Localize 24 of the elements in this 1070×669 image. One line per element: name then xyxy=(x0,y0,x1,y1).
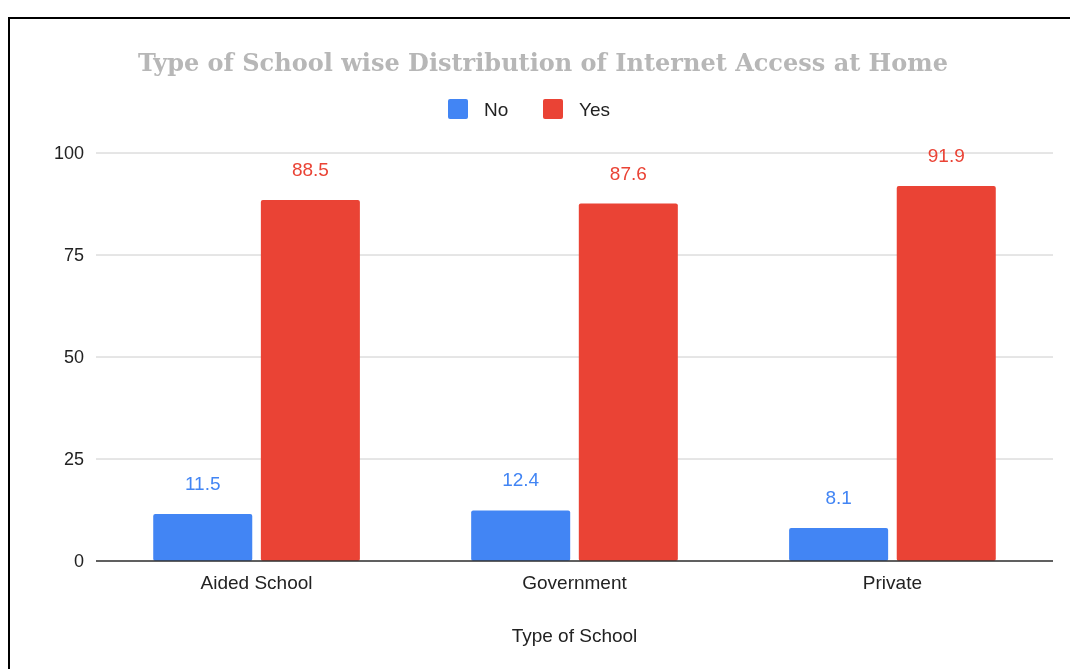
chart-title: Type of School wise Distribution of Internet Access at Home xyxy=(138,48,948,77)
y-tick-label: 0 xyxy=(73,551,84,571)
bar xyxy=(153,514,253,561)
bar xyxy=(789,527,889,561)
bar xyxy=(896,186,996,561)
data-label: 11.5 xyxy=(184,473,221,495)
bar xyxy=(578,203,678,561)
y-tick-label: 50 xyxy=(63,347,84,367)
y-tick-label: 25 xyxy=(63,449,84,469)
data-label: 87.6 xyxy=(609,162,647,184)
y-tick-label: 75 xyxy=(63,245,84,265)
data-label: 12.4 xyxy=(502,469,540,491)
legend-label: No xyxy=(484,99,509,120)
legend-label: Yes xyxy=(579,99,610,120)
bar xyxy=(471,510,571,561)
data-label: 88.5 xyxy=(291,158,329,180)
x-tick-label: Aided School xyxy=(200,572,313,593)
y-tick-label: 100 xyxy=(53,143,84,163)
x-tick-label: Government xyxy=(522,572,628,593)
x-tick-label: Private xyxy=(862,572,923,593)
data-label: 8.1 xyxy=(825,486,852,508)
bar xyxy=(260,199,360,561)
x-axis-title: Type of School xyxy=(511,625,638,646)
data-label: 91.9 xyxy=(927,145,965,167)
